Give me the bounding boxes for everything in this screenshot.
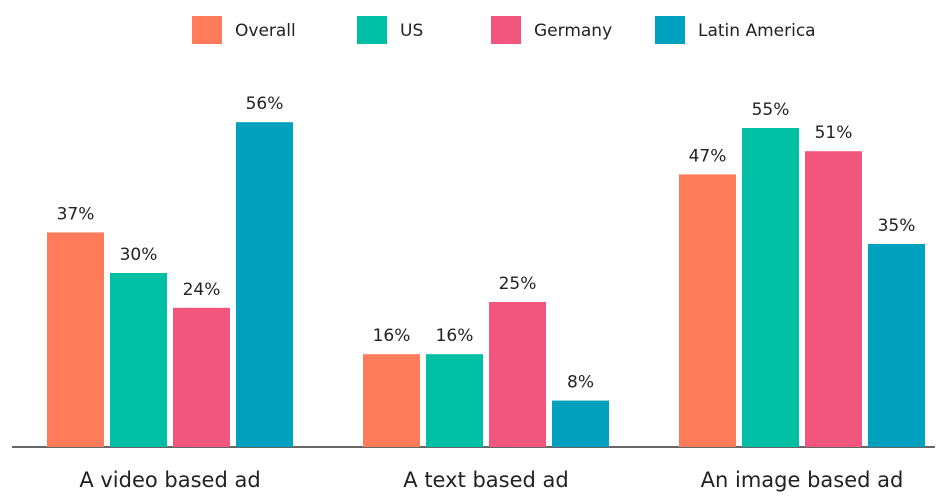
- data-label: 25%: [499, 274, 537, 294]
- data-label: 55%: [752, 100, 790, 120]
- bar: [742, 128, 799, 447]
- data-label: 37%: [57, 204, 95, 224]
- bar: [236, 122, 293, 447]
- legend-swatch: [192, 16, 222, 44]
- bar: [363, 354, 420, 447]
- bar: [173, 307, 230, 447]
- x-tick-label: A text based ad: [403, 468, 568, 492]
- data-label: 30%: [120, 245, 158, 265]
- bar: [426, 354, 483, 447]
- bar: [805, 151, 862, 447]
- data-label: 47%: [689, 146, 727, 166]
- bar: [868, 244, 925, 447]
- bar: [552, 400, 609, 447]
- data-label: 16%: [373, 326, 411, 346]
- data-label: 24%: [183, 280, 221, 300]
- data-label: 35%: [878, 216, 916, 236]
- legend-label: Overall: [235, 21, 296, 41]
- legend-label: Latin America: [698, 21, 816, 41]
- data-label: 16%: [436, 326, 474, 346]
- legend-label: Germany: [534, 21, 612, 41]
- legend-label: US: [400, 21, 423, 41]
- data-label: 56%: [246, 94, 284, 114]
- data-label: 8%: [567, 373, 594, 393]
- legend-swatch: [655, 16, 685, 44]
- bar: [110, 273, 167, 447]
- bar: [47, 232, 104, 447]
- legend-swatch: [491, 16, 521, 44]
- bar: [489, 302, 546, 447]
- bar: [679, 174, 736, 447]
- x-tick-label: An image based ad: [701, 468, 904, 492]
- data-label: 51%: [815, 123, 853, 143]
- x-tick-label: A video based ad: [79, 468, 260, 492]
- legend-swatch: [357, 16, 387, 44]
